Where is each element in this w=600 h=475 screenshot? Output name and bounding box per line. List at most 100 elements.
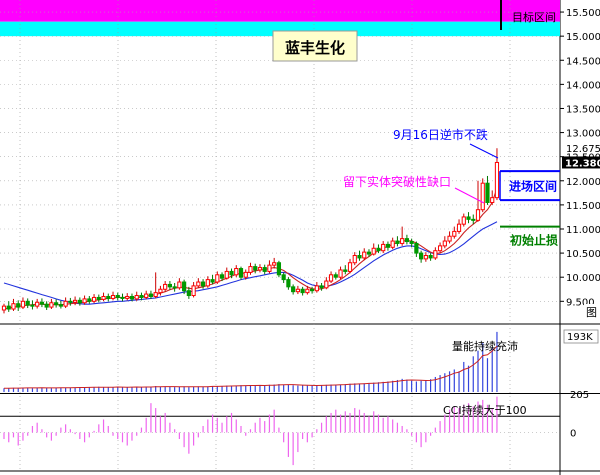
candle [362, 251, 367, 259]
candle [471, 218, 476, 221]
candle [338, 269, 343, 278]
candle [257, 267, 263, 271]
candle [20, 300, 26, 308]
candle [234, 268, 239, 276]
candle [243, 271, 248, 278]
candle [409, 241, 414, 244]
volume-annotation: 量能持续充沛 [452, 339, 518, 353]
annotation-text: 9月16日逆市不跌 [393, 127, 488, 142]
candle [343, 269, 348, 272]
candle [11, 303, 16, 310]
candle [305, 288, 310, 294]
title-box [272, 30, 358, 62]
annotation-arrow [469, 143, 499, 159]
candle [314, 285, 319, 292]
candle [281, 274, 286, 281]
volume-ma-line [4, 345, 498, 389]
candle [352, 255, 357, 264]
candle [276, 262, 282, 276]
candle [91, 296, 97, 302]
candle [172, 286, 177, 289]
candle [215, 274, 220, 283]
candle [186, 290, 191, 297]
candle [6, 305, 11, 310]
price-tick-label: 12.000 [566, 177, 600, 188]
candle [423, 255, 428, 260]
candle [44, 303, 49, 308]
price-tick-label: 10.500 [566, 249, 600, 260]
candle [494, 161, 500, 199]
candle [205, 279, 210, 287]
target-zone-label: 目标区间 [512, 10, 556, 24]
price-tick-label: 11.500 [566, 201, 600, 212]
candle [1, 305, 7, 311]
candle [177, 281, 182, 289]
candle [219, 274, 225, 279]
candle [110, 295, 116, 299]
candle [224, 270, 229, 279]
price-tick-label: 10.000 [566, 273, 600, 284]
volume-axis-label: 193K [567, 332, 593, 343]
candle [200, 281, 206, 287]
candle [163, 283, 168, 290]
candle [191, 285, 196, 297]
candle [58, 304, 63, 307]
candle [466, 216, 471, 220]
price-tick-label: 14.000 [566, 80, 600, 91]
candle [300, 288, 305, 294]
candle [210, 279, 215, 283]
candle [461, 216, 466, 225]
entry-zone-label: 进场区间 [509, 179, 557, 194]
candle [475, 209, 481, 221]
candle [442, 240, 447, 247]
candle [262, 267, 267, 272]
candle [129, 295, 135, 300]
cci-tick-label: 205 [570, 390, 589, 401]
candle [196, 281, 201, 287]
candle [54, 302, 59, 306]
volume-label-box [563, 329, 599, 344]
candle [319, 285, 324, 289]
candle [229, 270, 234, 276]
target-zone-upper [0, 0, 560, 22]
price-tick-label: 15.500 [566, 8, 600, 19]
candle [447, 235, 452, 242]
candle [404, 238, 409, 243]
cci-tick-label: 0 [570, 429, 576, 440]
candle [371, 247, 376, 255]
candle [106, 295, 111, 299]
candle [238, 268, 244, 278]
candle [30, 304, 35, 307]
candle [96, 296, 101, 300]
candle [120, 296, 125, 299]
candle [366, 251, 372, 255]
candle [456, 223, 462, 232]
candle [385, 243, 391, 248]
candle [35, 301, 40, 307]
candle [25, 300, 30, 306]
annotation-arrow [454, 187, 485, 204]
candle [144, 293, 149, 298]
candle [77, 299, 82, 304]
candle [134, 295, 139, 300]
candle [125, 295, 130, 299]
candle [414, 242, 419, 254]
candle [73, 299, 78, 303]
candle [253, 266, 258, 271]
candle [39, 301, 45, 305]
candle [419, 252, 424, 260]
candle [490, 197, 495, 203]
candle [87, 298, 92, 302]
candle [376, 247, 381, 252]
axis-corner-label: 图 [586, 306, 597, 319]
annotation-text: 留下实体突破性缺口 [343, 174, 451, 189]
candle [433, 250, 438, 259]
candle [286, 279, 291, 288]
candle [390, 240, 395, 248]
candle [480, 182, 485, 211]
candle [395, 240, 400, 244]
candle [437, 245, 443, 252]
